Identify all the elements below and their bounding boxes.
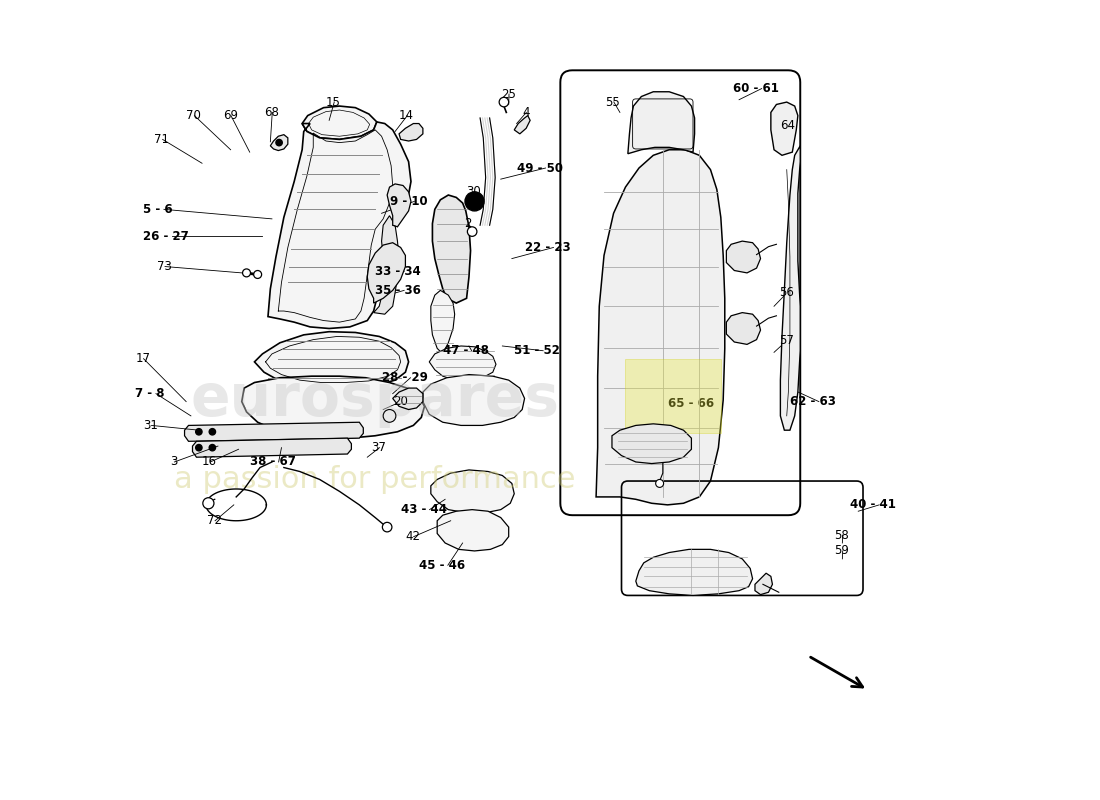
Polygon shape	[302, 106, 377, 139]
Text: 49 - 50: 49 - 50	[517, 162, 562, 174]
Text: 20: 20	[393, 395, 408, 408]
Text: 3: 3	[170, 455, 177, 469]
Circle shape	[196, 429, 202, 435]
Text: eurospares: eurospares	[190, 371, 560, 429]
Text: 68: 68	[264, 106, 279, 119]
Polygon shape	[437, 510, 508, 551]
Circle shape	[209, 429, 216, 435]
Text: 51 - 52: 51 - 52	[515, 344, 560, 358]
Circle shape	[202, 498, 213, 509]
Circle shape	[209, 445, 216, 451]
Polygon shape	[393, 388, 422, 410]
Polygon shape	[780, 146, 801, 430]
Polygon shape	[374, 216, 399, 314]
Polygon shape	[432, 195, 471, 303]
Polygon shape	[271, 134, 288, 150]
Text: 37: 37	[372, 441, 386, 454]
Text: 28 - 29: 28 - 29	[382, 371, 428, 384]
Polygon shape	[431, 290, 454, 354]
Text: 9 - 10: 9 - 10	[389, 195, 427, 208]
Circle shape	[468, 227, 477, 236]
Text: 2: 2	[464, 217, 472, 230]
Text: 69: 69	[222, 109, 238, 122]
Text: 60 - 61: 60 - 61	[733, 82, 779, 95]
Text: 42: 42	[406, 530, 420, 543]
Text: 5 - 6: 5 - 6	[143, 203, 173, 216]
Polygon shape	[429, 346, 496, 381]
Text: 58: 58	[835, 529, 849, 542]
Text: 47 - 48: 47 - 48	[442, 344, 488, 358]
Text: 38 - 67: 38 - 67	[250, 455, 296, 469]
Circle shape	[383, 522, 392, 532]
Circle shape	[276, 139, 283, 146]
Text: 62 - 63: 62 - 63	[790, 395, 836, 408]
Circle shape	[465, 192, 484, 211]
Text: 45 - 46: 45 - 46	[419, 558, 465, 572]
Text: 40 - 41: 40 - 41	[850, 498, 896, 511]
Text: 57: 57	[779, 334, 794, 347]
Text: a passion for performance: a passion for performance	[175, 465, 576, 494]
Text: 64: 64	[780, 119, 795, 133]
Polygon shape	[367, 242, 406, 303]
Text: 4: 4	[522, 106, 530, 119]
Text: 33 - 34: 33 - 34	[375, 265, 421, 278]
Circle shape	[196, 445, 202, 451]
Text: 22 - 23: 22 - 23	[525, 241, 570, 254]
Text: 59: 59	[835, 545, 849, 558]
Polygon shape	[771, 102, 797, 155]
Text: 56: 56	[779, 286, 794, 299]
Polygon shape	[268, 122, 411, 329]
Circle shape	[499, 98, 508, 107]
Circle shape	[242, 269, 251, 277]
Polygon shape	[626, 358, 720, 434]
Circle shape	[383, 410, 396, 422]
Polygon shape	[185, 422, 363, 442]
Polygon shape	[515, 115, 530, 134]
Text: 71: 71	[154, 133, 169, 146]
Text: 43 - 44: 43 - 44	[400, 503, 447, 516]
Circle shape	[254, 270, 262, 278]
Text: 16: 16	[202, 455, 217, 469]
Polygon shape	[636, 550, 752, 595]
Text: 72: 72	[207, 514, 222, 527]
Text: 15: 15	[326, 95, 341, 109]
Polygon shape	[254, 332, 408, 388]
Polygon shape	[726, 313, 760, 344]
Polygon shape	[755, 573, 772, 594]
Text: 35 - 36: 35 - 36	[375, 284, 421, 297]
Polygon shape	[431, 470, 515, 513]
Text: 70: 70	[186, 109, 201, 122]
Text: 31: 31	[143, 419, 158, 432]
Polygon shape	[422, 374, 525, 426]
Text: 30: 30	[466, 186, 482, 198]
Polygon shape	[242, 376, 425, 438]
Polygon shape	[628, 92, 694, 154]
Polygon shape	[596, 150, 725, 505]
Text: 55: 55	[606, 95, 620, 109]
Polygon shape	[399, 123, 422, 141]
Text: 17: 17	[135, 352, 151, 365]
Polygon shape	[612, 424, 692, 463]
Text: 25: 25	[500, 88, 516, 101]
Polygon shape	[192, 438, 351, 457]
Polygon shape	[387, 184, 411, 227]
Polygon shape	[726, 241, 760, 273]
Circle shape	[656, 479, 663, 487]
Text: 73: 73	[156, 260, 172, 273]
Text: 65 - 66: 65 - 66	[668, 398, 714, 410]
Text: 7 - 8: 7 - 8	[135, 387, 165, 400]
Text: 14: 14	[399, 109, 414, 122]
Text: 26 - 27: 26 - 27	[143, 230, 189, 243]
